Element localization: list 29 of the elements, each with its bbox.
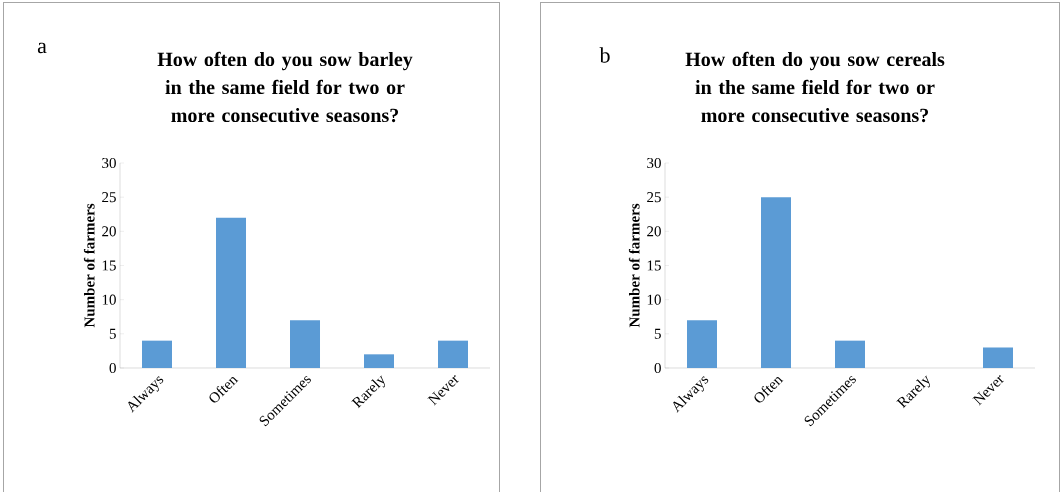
y-tick-label: 20	[647, 226, 661, 237]
text: b	[599, 47, 610, 63]
bar	[290, 320, 321, 368]
bar	[216, 217, 247, 368]
y-tick-label: 10	[647, 294, 661, 305]
y-tick-label: 10	[102, 294, 116, 305]
y-tick-label: 15	[102, 260, 116, 271]
y-axis-title: Number of farmers	[83, 203, 95, 328]
y-tick-label: 0	[109, 362, 116, 374]
y-tick-label: 5	[109, 328, 116, 339]
bar	[687, 320, 717, 368]
y-tick-label: 25	[647, 192, 661, 203]
bar	[142, 340, 173, 368]
bar	[983, 347, 1013, 368]
chart-title: How often do you sow barley in the same field for two or more consecutive seasons?	[157, 51, 413, 123]
y-axis-title: Number of farmers	[628, 203, 640, 328]
y-tick-label: 25	[102, 192, 116, 203]
bar	[364, 354, 395, 368]
text: a	[37, 42, 47, 54]
bar	[835, 340, 865, 368]
y-tick-label: 5	[654, 328, 661, 339]
y-tick-label: 0	[654, 362, 661, 374]
bar	[761, 197, 791, 368]
bar	[438, 340, 468, 368]
y-tick-label: 30	[102, 157, 116, 169]
y-tick-label: 15	[647, 260, 661, 271]
y-tick-label: 20	[102, 226, 116, 237]
chart-title: How often do you sow cereals in the same field for two or more consecutive seasons?	[685, 51, 945, 123]
y-tick-label: 30	[647, 157, 661, 169]
